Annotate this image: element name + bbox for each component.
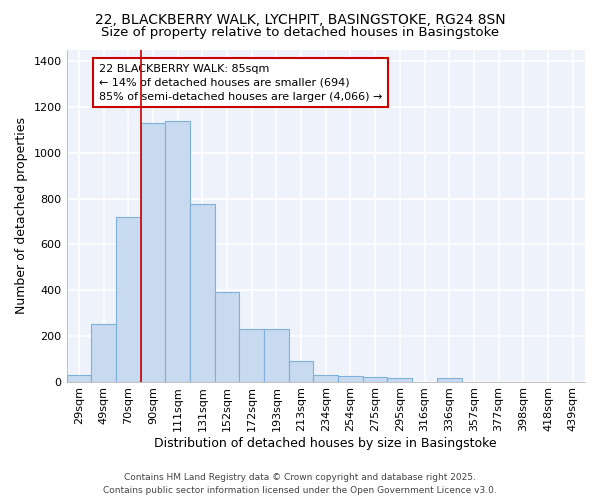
Text: Contains HM Land Registry data © Crown copyright and database right 2025.
Contai: Contains HM Land Registry data © Crown c… (103, 474, 497, 495)
Text: Size of property relative to detached houses in Basingstoke: Size of property relative to detached ho… (101, 26, 499, 39)
Bar (388, 378, 412, 382)
Bar (67, 374, 91, 382)
Bar (313, 374, 338, 382)
Bar (289, 361, 313, 382)
Text: 22, BLACKBERRY WALK, LYCHPIT, BASINGSTOKE, RG24 8SN: 22, BLACKBERRY WALK, LYCHPIT, BASINGSTOK… (95, 12, 505, 26)
X-axis label: Distribution of detached houses by size in Basingstoke: Distribution of detached houses by size … (154, 437, 497, 450)
Bar (165, 121, 190, 382)
Bar (264, 329, 289, 382)
Bar (91, 324, 116, 382)
Bar (190, 204, 215, 382)
Text: 22 BLACKBERRY WALK: 85sqm
← 14% of detached houses are smaller (694)
85% of semi: 22 BLACKBERRY WALK: 85sqm ← 14% of detac… (98, 64, 382, 102)
Bar (363, 377, 388, 382)
Bar (338, 376, 363, 382)
Bar (116, 217, 140, 382)
Bar (239, 329, 264, 382)
Bar (140, 123, 165, 382)
Y-axis label: Number of detached properties: Number of detached properties (15, 118, 28, 314)
Bar (437, 378, 461, 382)
Bar (215, 292, 239, 382)
